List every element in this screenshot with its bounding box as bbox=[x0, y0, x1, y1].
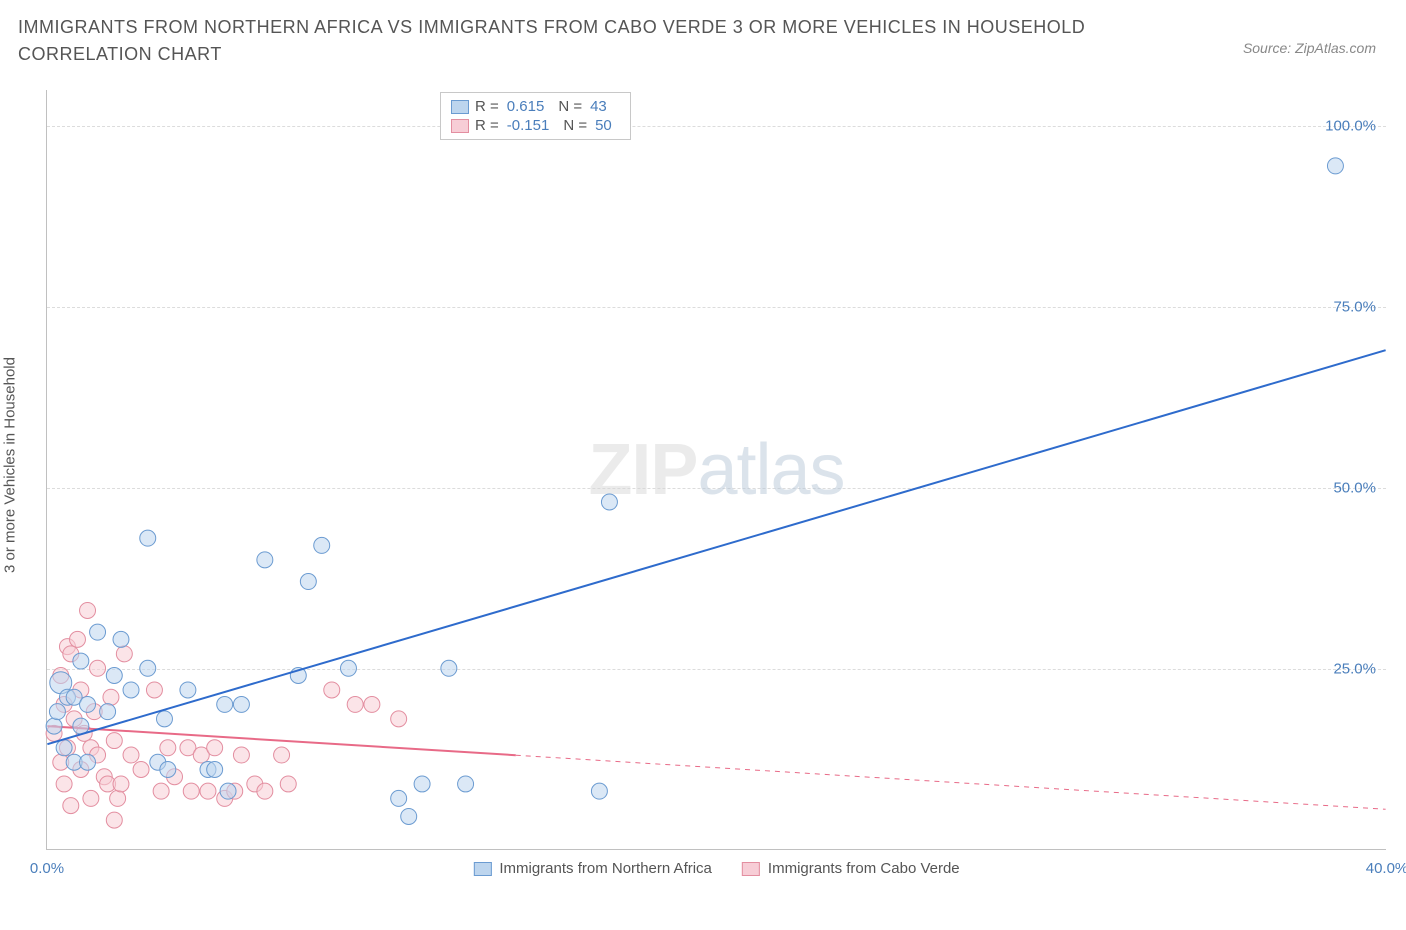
scatter-point bbox=[391, 711, 407, 727]
scatter-point bbox=[56, 740, 72, 756]
legend-n-prefix: N = bbox=[563, 117, 587, 134]
legend-bottom-item-b: Immigrants from Cabo Verde bbox=[742, 860, 960, 877]
scatter-point bbox=[80, 696, 96, 712]
legend-r-prefix: R = bbox=[475, 98, 499, 115]
scatter-point bbox=[314, 537, 330, 553]
scatter-point bbox=[591, 783, 607, 799]
scatter-point bbox=[183, 783, 199, 799]
legend-r-prefix: R = bbox=[475, 117, 499, 134]
scatter-point bbox=[280, 776, 296, 792]
scatter-point bbox=[257, 552, 273, 568]
scatter-point bbox=[140, 530, 156, 546]
scatter-point bbox=[347, 696, 363, 712]
legend-bottom-label-a: Immigrants from Northern Africa bbox=[499, 860, 712, 877]
scatter-point bbox=[113, 631, 129, 647]
scatter-point bbox=[233, 747, 249, 763]
scatter-point bbox=[207, 761, 223, 777]
scatter-point bbox=[364, 696, 380, 712]
scatter-point bbox=[441, 660, 457, 676]
scatter-point bbox=[414, 776, 430, 792]
source-value: ZipAtlas.com bbox=[1295, 40, 1376, 56]
legend-top-row-b: R = -0.151 N = 50 bbox=[451, 116, 620, 135]
scatter-point bbox=[391, 790, 407, 806]
scatter-point bbox=[140, 660, 156, 676]
plot-area: ZIPatlas Immigrants from Northern Africa… bbox=[46, 90, 1386, 850]
legend-r-value-b: -0.151 bbox=[507, 117, 550, 134]
legend-n-value-a: 43 bbox=[590, 98, 607, 115]
scatter-point bbox=[116, 646, 132, 662]
trend-line bbox=[47, 350, 1385, 744]
scatter-point bbox=[106, 812, 122, 828]
scatter-point bbox=[207, 740, 223, 756]
legend-bottom-item-a: Immigrants from Northern Africa bbox=[473, 860, 712, 877]
scatter-point bbox=[49, 704, 65, 720]
scatter-point bbox=[153, 783, 169, 799]
scatter-point bbox=[401, 808, 417, 824]
scatter-point bbox=[123, 682, 139, 698]
scatter-point bbox=[274, 747, 290, 763]
scatter-point bbox=[340, 660, 356, 676]
scatter-point bbox=[110, 790, 126, 806]
trend-line-dashed bbox=[516, 755, 1386, 809]
scatter-point bbox=[80, 602, 96, 618]
legend-swatch-b-icon bbox=[742, 862, 760, 876]
scatter-point bbox=[220, 783, 236, 799]
scatter-point bbox=[217, 696, 233, 712]
scatter-point bbox=[56, 776, 72, 792]
legend-swatch-a-icon bbox=[473, 862, 491, 876]
scatter-point bbox=[70, 631, 86, 647]
scatter-point bbox=[156, 711, 172, 727]
scatter-point bbox=[180, 682, 196, 698]
scatter-point bbox=[113, 776, 129, 792]
scatter-point bbox=[90, 660, 106, 676]
legend-bottom-label-b: Immigrants from Cabo Verde bbox=[768, 860, 960, 877]
scatter-point bbox=[106, 668, 122, 684]
scatter-point bbox=[90, 624, 106, 640]
legend-n-value-b: 50 bbox=[595, 117, 612, 134]
x-tick-label: 40.0% bbox=[1366, 860, 1406, 877]
chart-svg bbox=[47, 90, 1386, 849]
scatter-point bbox=[324, 682, 340, 698]
scatter-point bbox=[160, 740, 176, 756]
scatter-point bbox=[200, 783, 216, 799]
scatter-point bbox=[146, 682, 162, 698]
scatter-point bbox=[1327, 158, 1343, 174]
scatter-point bbox=[458, 776, 474, 792]
legend-swatch-a-icon bbox=[451, 100, 469, 114]
scatter-point bbox=[257, 783, 273, 799]
legend-swatch-b-icon bbox=[451, 119, 469, 133]
scatter-point bbox=[133, 761, 149, 777]
legend-n-prefix: N = bbox=[558, 98, 582, 115]
scatter-point bbox=[73, 653, 89, 669]
scatter-point bbox=[63, 798, 79, 814]
scatter-point bbox=[83, 790, 99, 806]
scatter-point bbox=[123, 747, 139, 763]
scatter-point bbox=[601, 494, 617, 510]
scatter-point bbox=[233, 696, 249, 712]
scatter-point bbox=[106, 733, 122, 749]
source-attribution: Source: ZipAtlas.com bbox=[1243, 40, 1376, 56]
legend-top-row-a: R = 0.615 N = 43 bbox=[451, 97, 620, 116]
legend-top: R = 0.615 N = 43 R = -0.151 N = 50 bbox=[440, 92, 631, 140]
legend-r-value-a: 0.615 bbox=[507, 98, 545, 115]
scatter-point bbox=[300, 574, 316, 590]
scatter-point bbox=[160, 761, 176, 777]
y-axis-title: 3 or more Vehicles in Household bbox=[2, 357, 19, 573]
scatter-point bbox=[100, 704, 116, 720]
scatter-point bbox=[80, 754, 96, 770]
source-label: Source: bbox=[1243, 40, 1291, 56]
scatter-point bbox=[103, 689, 119, 705]
x-tick-label: 0.0% bbox=[30, 860, 64, 877]
chart-title: IMMIGRANTS FROM NORTHERN AFRICA VS IMMIG… bbox=[18, 14, 1118, 68]
scatter-point bbox=[46, 718, 62, 734]
legend-bottom: Immigrants from Northern Africa Immigran… bbox=[473, 860, 959, 877]
